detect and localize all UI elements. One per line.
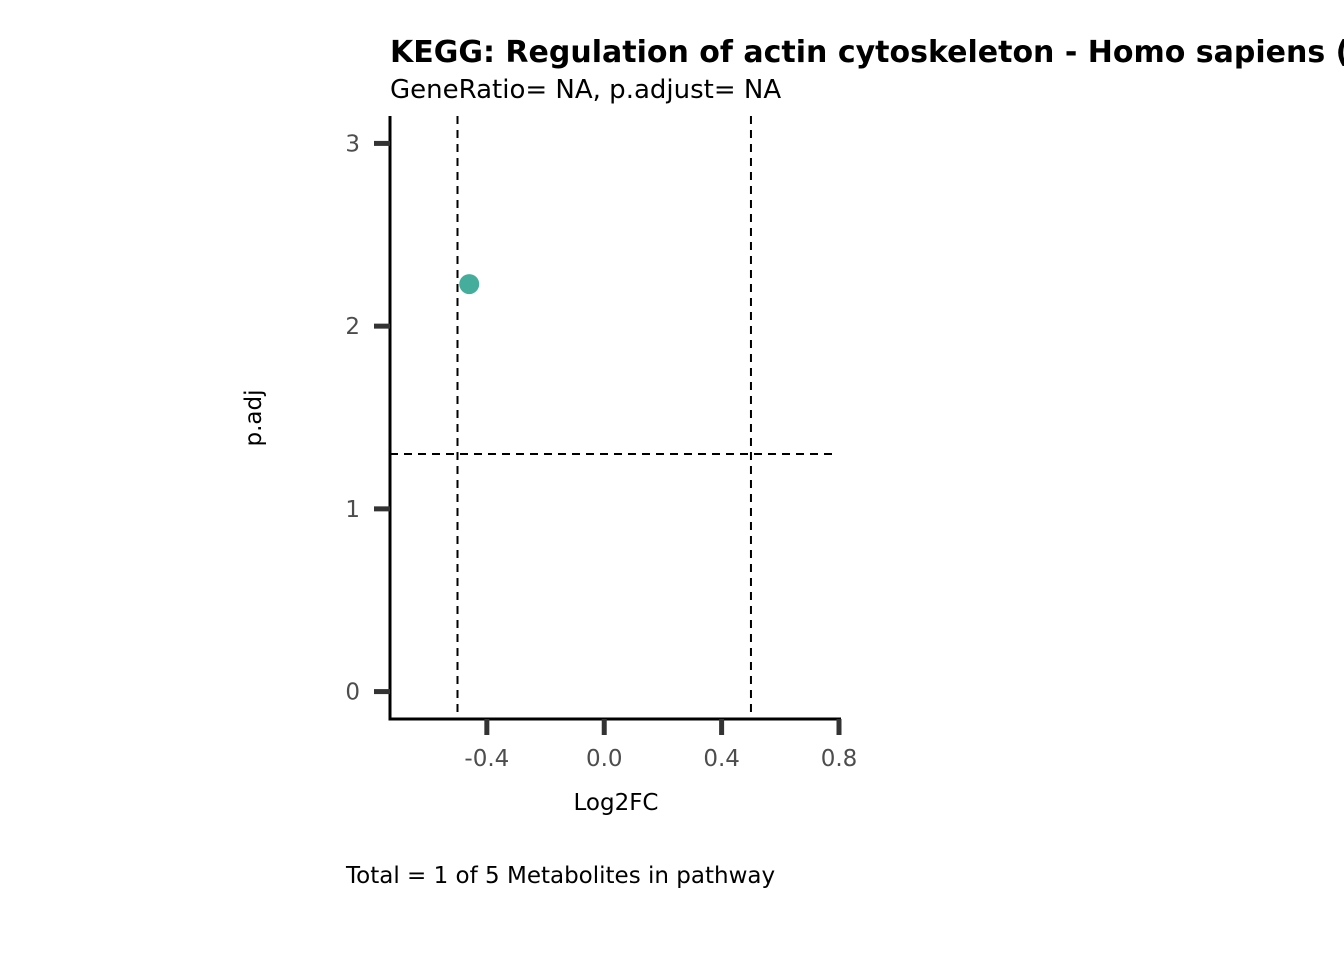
chart-caption: Total = 1 of 5 Metabolites in pathway xyxy=(345,863,775,889)
y-tick-label: 0 xyxy=(345,680,360,706)
y-axis-ticks: 0 1 2 3 xyxy=(345,131,390,706)
y-tick-label: 1 xyxy=(345,497,360,523)
x-axis-ticks: -0.4 0.0 0.4 0.8 xyxy=(464,719,857,772)
chart-title: KEGG: Regulation of actin cytoskeleton -… xyxy=(390,35,1344,70)
y-tick-label: 2 xyxy=(345,314,360,340)
chart-subtitle: GeneRatio= NA, p.adjust= NA xyxy=(390,75,781,105)
x-axis-title: Log2FC xyxy=(573,790,658,816)
y-axis-title: p.adj xyxy=(241,390,267,447)
x-tick-label: 0.8 xyxy=(821,746,858,772)
data-point-0 xyxy=(459,274,480,295)
data-points xyxy=(459,274,480,295)
x-tick-label: 0.0 xyxy=(586,746,623,772)
reference-lines xyxy=(390,116,835,719)
x-tick-label: 0.4 xyxy=(703,746,740,772)
y-tick-label: 3 xyxy=(345,131,360,157)
x-tick-label: -0.4 xyxy=(464,746,509,772)
